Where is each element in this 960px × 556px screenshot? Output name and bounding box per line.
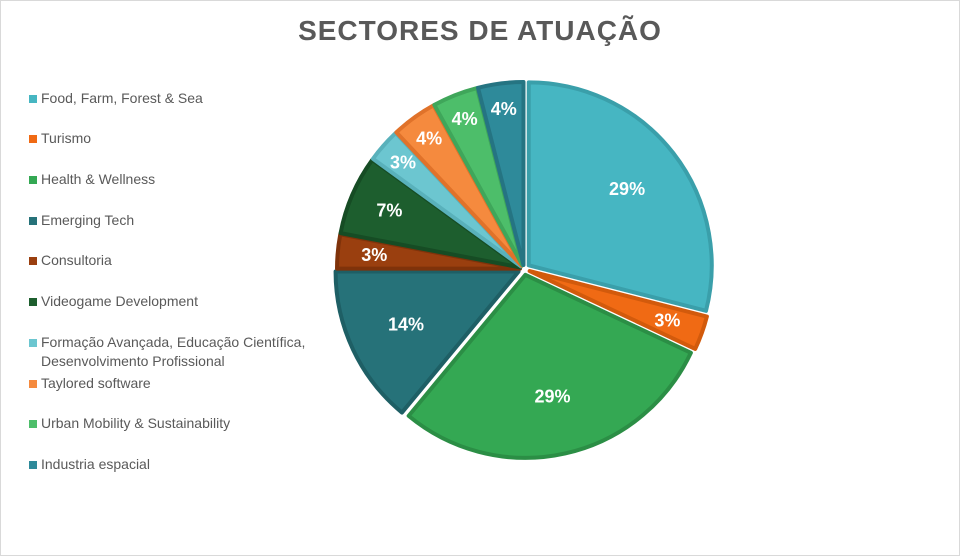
- slice-data-label: 3%: [361, 245, 387, 265]
- slice-data-label: 4%: [416, 128, 442, 148]
- legend-swatch: [29, 298, 37, 306]
- legend-swatch: [29, 380, 37, 388]
- legend-label: Urban Mobility & Sustainability: [41, 415, 231, 431]
- legend-item: Urban Mobility & Sustainability: [29, 414, 321, 433]
- legend-swatch: [29, 176, 37, 184]
- legend-label: Consultoria: [41, 252, 112, 268]
- legend-label: Health & Wellness: [41, 171, 156, 187]
- legend-swatch: [29, 135, 37, 143]
- legend-item: Food, Farm, Forest & Sea: [29, 89, 321, 108]
- slice-data-label: 29%: [534, 386, 570, 406]
- legend-item: Consultoria: [29, 251, 321, 270]
- legend-item: Industria espacial: [29, 455, 321, 474]
- legend-swatch: [29, 257, 37, 265]
- slice-data-label: 14%: [388, 315, 424, 335]
- legend-label: Taylored software: [41, 375, 151, 391]
- legend-item: Health & Wellness: [29, 170, 321, 189]
- legend-item: Taylored software: [29, 374, 321, 393]
- legend-item: Turismo: [29, 129, 321, 148]
- legend-swatch: [29, 420, 37, 428]
- legend-label: Formação Avançada, Educação Científica, …: [41, 334, 306, 369]
- legend-item: Emerging Tech: [29, 211, 321, 230]
- pie-slice: [333, 269, 521, 415]
- legend-label: Industria espacial: [41, 456, 150, 472]
- legend-label: Videogame Development: [41, 293, 198, 309]
- pie-slice: [526, 80, 714, 313]
- legend-swatch: [29, 95, 37, 103]
- pie-slice: [527, 269, 709, 351]
- slice-data-label: 3%: [390, 152, 416, 172]
- legend-swatch: [29, 339, 37, 347]
- slice-data-label: 4%: [491, 99, 517, 119]
- legend-swatch: [29, 461, 37, 469]
- legend-label: Food, Farm, Forest & Sea: [41, 90, 203, 106]
- chart-title: SECTORES DE ATUAÇÃO: [298, 15, 662, 46]
- legend-item: Formação Avançada, Educação Científica, …: [29, 333, 321, 371]
- pie-slice: [475, 80, 526, 268]
- legend-item: Videogame Development: [29, 292, 321, 311]
- slice-data-label: 29%: [609, 179, 645, 199]
- legend-label: Emerging Tech: [41, 212, 135, 228]
- slice-data-label: 4%: [452, 109, 478, 129]
- legend-label: Turismo: [41, 130, 92, 146]
- legend-swatch: [29, 217, 37, 225]
- pie-slice: [406, 272, 693, 460]
- slice-data-label: 3%: [654, 311, 680, 331]
- slice-data-label: 7%: [376, 201, 402, 221]
